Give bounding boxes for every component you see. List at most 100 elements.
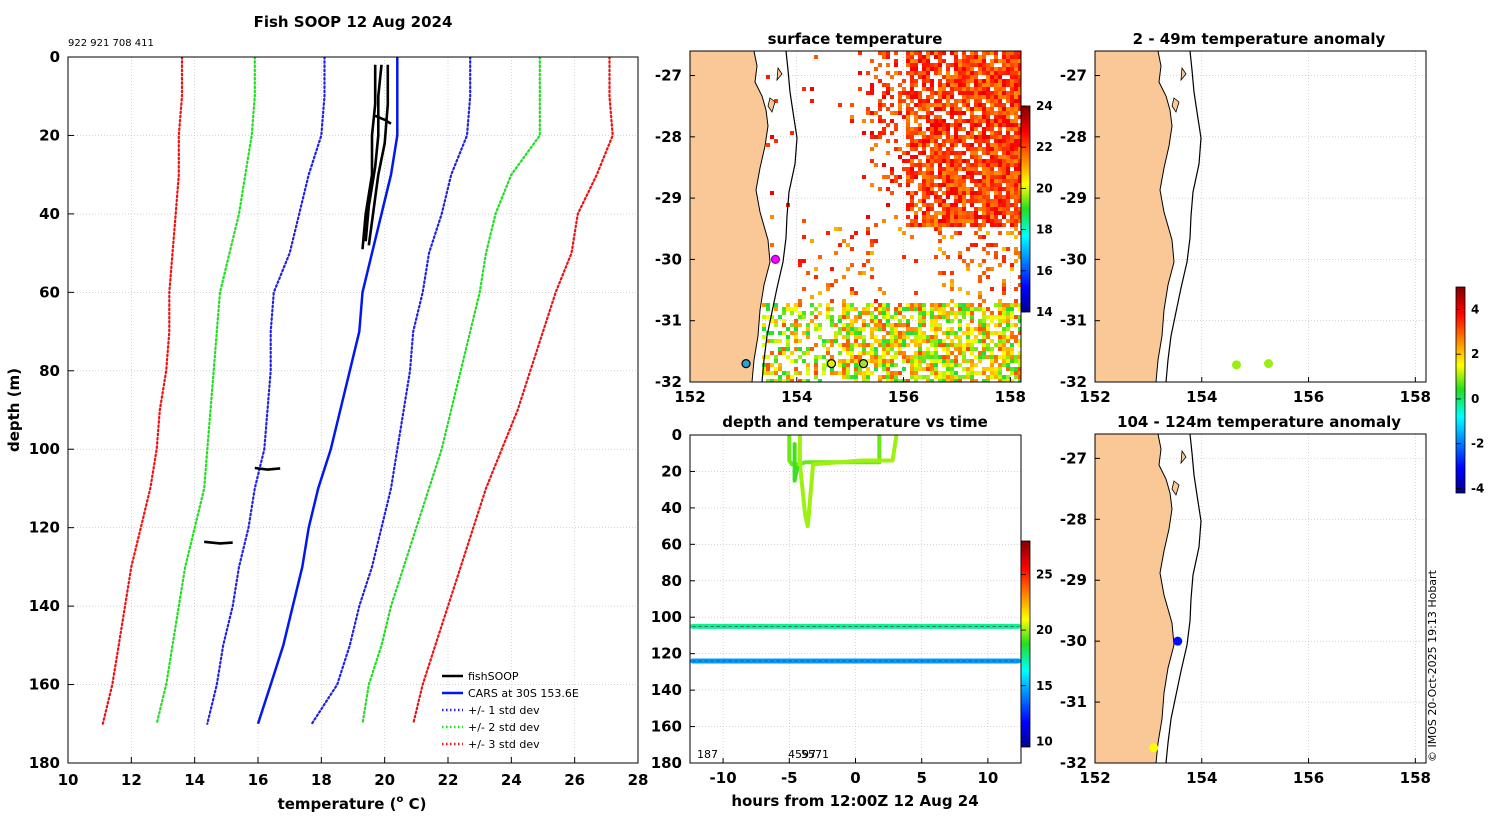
surface-heat-cell [986,199,990,203]
surface-heat-cell [1002,351,1006,355]
surface-heat-cell [1014,211,1018,215]
surface-heat-cell [990,163,994,167]
surface-map-ytick-label: -27 [655,67,682,85]
surface-heat-cell [918,91,922,95]
surface-heat-cell [922,139,926,143]
depth-time-track [797,435,899,529]
anomaly-deep-point [1173,636,1183,646]
surface-heat-cell [942,235,946,239]
surface-heat-cell [990,91,994,95]
surface-heat-cell [774,139,778,143]
surface-heat-cell [990,127,994,131]
surface-heat-cell [938,227,942,231]
surface-heat-cell [1014,339,1018,343]
surface-heat-cell [790,311,794,315]
surface-heat-cell [762,315,766,319]
surface-heat-cell [986,171,990,175]
surface-heat-cell [942,215,946,219]
anomaly-shallow-panel: 2 - 49m temperature anomaly 152 154 156 158… [1060,30,1431,406]
surface-heat-cell [962,79,966,83]
surface-heat-cell [942,271,946,275]
surface-heat-cell [994,203,998,207]
surface-heat-cell [762,367,766,371]
surface-heat-cell [894,363,898,367]
surface-heat-cell [946,163,950,167]
surface-heat-cell [894,51,898,55]
surface-heat-cell [894,379,898,382]
surface-heat-cell [930,135,934,139]
surface-heat-cell [958,111,962,115]
surface-heat-cell [926,183,930,187]
surface-heat-cell [902,87,906,91]
surface-heat-cell [938,143,942,147]
surface-heat-cell [970,187,974,191]
surface-heat-cell [966,163,970,167]
surface-heat-cell [974,355,978,359]
surface-heat-cell [1002,199,1006,203]
surface-heat-cell [978,171,982,175]
surface-heat-cell [942,311,946,315]
surface-heat-cell [1018,339,1021,343]
surface-heat-cell [974,207,978,211]
surface-heat-cell [982,331,986,335]
surface-heat-cell [774,303,778,307]
surface-heat-cell [770,319,774,323]
surface-heat-cell [1014,75,1018,79]
surface-heat-cell [1018,107,1021,111]
surface-heat-cell [1006,119,1010,123]
surface-heat-cell [938,307,942,311]
surface-heat-cell [1002,83,1006,87]
surface-heat-cell [910,331,914,335]
surface-heat-cell [910,195,914,199]
surface-heat-cell [918,319,922,323]
surface-heat-cell [922,219,926,223]
surface-heat-cell [930,67,934,71]
surface-heat-cell [794,307,798,311]
surface-heat-cell [942,151,946,155]
surface-heat-cell [974,119,978,123]
surface-heat-cell [794,331,798,335]
surface-heat-cell [770,351,774,355]
surface-heat-cell [910,359,914,363]
surface-heat-cell [962,75,966,79]
surface-heat-cell [886,371,890,375]
surface-heat-cell [954,79,958,83]
surface-heat-cell [930,359,934,363]
profile-ytick-label: 20 [39,126,60,144]
surface-heat-cell [962,311,966,315]
profile-ytick-label: 60 [39,283,60,301]
surface-heat-cell [846,327,850,331]
surface-heat-cell [846,339,850,343]
surface-heat-cell [914,71,918,75]
surface-heat-cell [922,151,926,155]
surface-heat-cell [954,171,958,175]
surface-heat-cell [882,95,886,99]
depth-time-xtick-label: -5 [781,769,798,787]
surface-heat-cell [814,371,818,375]
surface-heat-cell [918,347,922,351]
surface-heat-cell [986,211,990,215]
surface-heat-cell [942,359,946,363]
surface-heat-cell [778,339,782,343]
surface-heat-cell [914,343,918,347]
surface-heat-cell [934,199,938,203]
surface-heat-cell [774,379,778,382]
surface-heat-cell [862,319,866,323]
surface-heat-cell [1014,111,1018,115]
surface-heat-cell [854,291,858,295]
surface-island [776,66,783,82]
surface-heat-cell [974,179,978,183]
surface-heat-cell [978,323,982,327]
surface-heat-cell [910,171,914,175]
surface-heat-cell [1018,71,1021,75]
anomaly-shallow-point [1264,359,1274,369]
surface-heat-cell [942,59,946,63]
surface-heat-cell [942,75,946,79]
surface-heat-cell [1002,63,1006,67]
surface-heat-cell [930,303,934,307]
surface-heat-cell [982,131,986,135]
surface-heat-cell [894,123,898,127]
surface-heat-cell [874,319,878,323]
surface-heat-cell [962,139,966,143]
depth-time-ytick-label: 80 [661,572,682,590]
